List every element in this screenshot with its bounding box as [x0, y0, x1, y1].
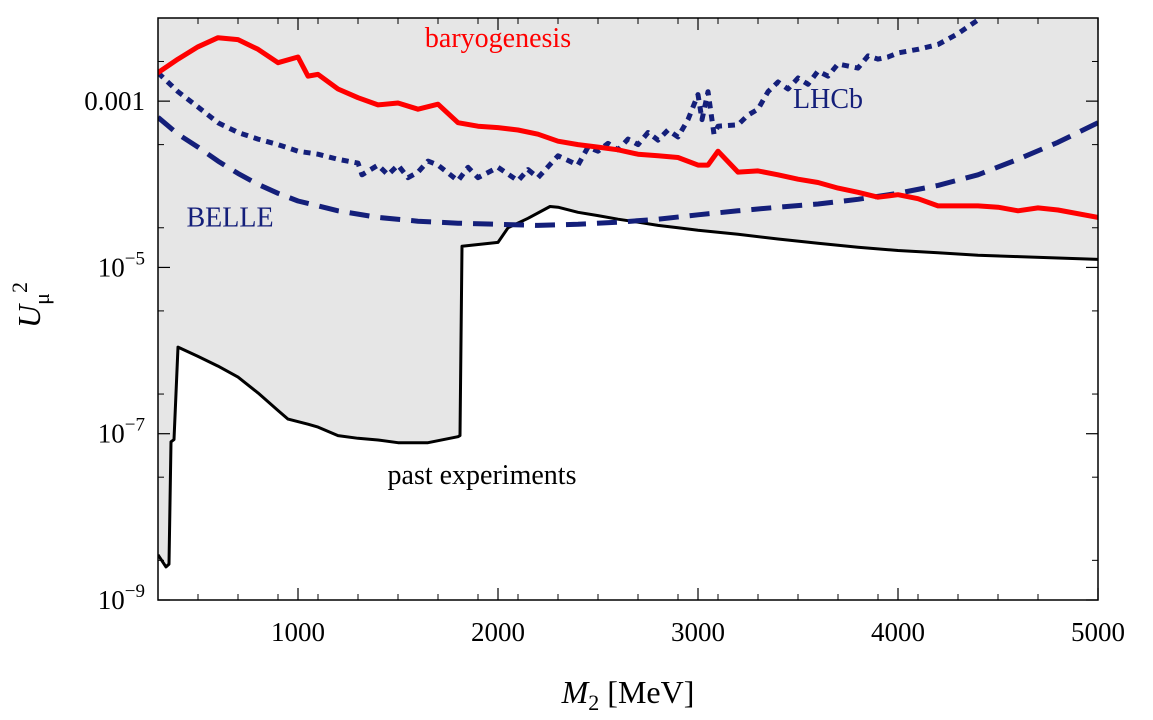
y-axis-subscript: μ	[29, 293, 54, 305]
y-axis-superscript: 2	[7, 282, 32, 293]
x-axis-symbol: M	[561, 674, 591, 710]
y-axis-symbol: U	[11, 303, 47, 328]
past-label: past experiments	[388, 460, 577, 491]
excluded-region	[158, 18, 1098, 567]
x-tick-label: 5000	[1071, 617, 1125, 647]
past-curve	[158, 205, 1098, 569]
y-axis-title: Uμ2	[7, 282, 54, 328]
lhcb-label: LHCb	[793, 84, 863, 115]
baryogenesis-label: baryogenesis	[425, 23, 571, 54]
y-tick-label: 10−9	[98, 581, 145, 615]
y-tick-label: 10−5	[98, 248, 145, 282]
belle-label: BELLE	[186, 203, 273, 234]
x-axis-title: M2 [MeV]	[561, 674, 695, 715]
y-tick-label: 10−7	[98, 415, 145, 449]
plot-frame	[157, 17, 1099, 601]
x-tick-label: 3000	[671, 617, 725, 647]
x-tick-label: 2000	[471, 617, 525, 647]
baryogenesis-curve	[158, 35, 1098, 220]
x-axis-subscript: 2	[588, 690, 599, 715]
lhcb-curve	[158, 18, 980, 184]
x-tick-label: 1000	[271, 617, 325, 647]
x-tick-label: 4000	[871, 617, 925, 647]
y-tick-label: 0.001	[84, 86, 145, 116]
x-axis-unit: [MeV]	[607, 674, 694, 710]
belle-curve	[158, 115, 1098, 228]
